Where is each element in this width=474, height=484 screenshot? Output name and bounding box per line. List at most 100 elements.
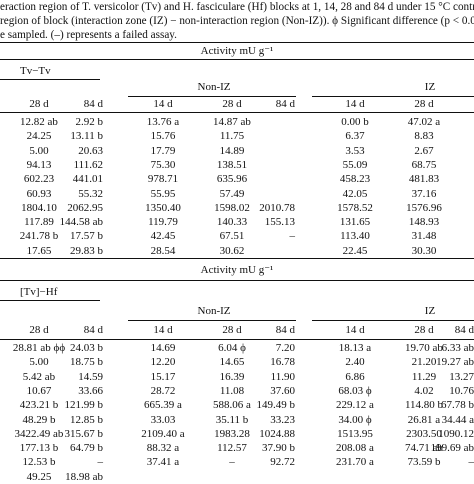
column-header: 14 d (345, 323, 364, 337)
table-cell: 55.32 (78, 187, 103, 201)
table-cell: 75.30 (151, 158, 176, 172)
table-cell: 14.69 (151, 341, 176, 355)
table-cell: 117.89 (24, 215, 54, 229)
table-cell: 34.44 a (442, 413, 474, 427)
group-label-tv-tv: Tv−Tv (20, 64, 51, 78)
table-cell: 10.76 (449, 384, 474, 398)
column-header: 28 d (29, 97, 48, 111)
table-cell: 7.20 (276, 341, 295, 355)
table-cell: 68.75 (412, 158, 437, 172)
table-cell: 8.83 (414, 129, 433, 143)
table-cell: 11.75 (220, 129, 244, 143)
section1-header-rule (0, 59, 474, 60)
table-cell: 28.54 (151, 244, 176, 258)
table-cell: 119.79 (148, 215, 178, 229)
table-cell: 19.27 ab (436, 355, 474, 369)
group-underline-non-iz-2 (128, 320, 296, 321)
top-rule (0, 42, 474, 43)
table-cell: 18.13 a (339, 341, 371, 355)
table-cell: 67.51 (220, 229, 245, 243)
table-cell: 73.59 b (408, 455, 441, 469)
table-cell: 88.32 a (147, 441, 179, 455)
table-cell: 18.98 ab (65, 470, 103, 484)
table-caption: eraction region of T. versicolor (Tv) an… (0, 0, 474, 42)
table-cell: 42.05 (343, 187, 368, 201)
table-cell: 15.76 (151, 129, 176, 143)
column-header: 84 d (455, 323, 474, 337)
table-cell: 12.85 b (70, 413, 103, 427)
table-cell: 26.81 a (408, 413, 440, 427)
table-cell: 24.25 (27, 129, 52, 143)
table-cell: 11.29 (412, 370, 436, 384)
table-cell: 48.29 b (23, 413, 56, 427)
table-cell: 16.78 (270, 355, 295, 369)
column-header: 28 d (414, 323, 433, 337)
table-cell: 55.09 (343, 158, 368, 172)
table-cell: 140.33 (217, 215, 247, 229)
table-cell: 144.58 ab (60, 215, 103, 229)
table-cell: 665.39 a (144, 398, 182, 412)
table-cell: 17.79 (151, 144, 176, 158)
table-cell: 14.59 (78, 370, 103, 384)
column-header: 28 d (222, 97, 241, 111)
table-cell: 57.49 (220, 187, 245, 201)
table-cell: 6.04 ϕ (218, 341, 246, 355)
table-cell: 17.57 b (70, 229, 103, 243)
table-cell: 1513.95 (337, 427, 373, 441)
table-cell: 1024.88 (259, 427, 295, 441)
table-cell: 35.11 b (216, 413, 249, 427)
table-cell: 112.57 (217, 441, 247, 455)
table-cell: 94.13 (27, 158, 52, 172)
caption-line-3: e sampled. (–) represents a failed assay… (0, 28, 474, 42)
table-cell: 21.20 (412, 355, 437, 369)
column-header: 84 d (84, 323, 103, 337)
table-cell: 6.86 (345, 370, 364, 384)
table-cell: 14.89 (220, 144, 245, 158)
table-cell: 92.72 (270, 455, 295, 469)
table-cell: 1576.96 (406, 201, 442, 215)
table-cell: 481.83 (409, 172, 439, 186)
table-cell: 148.93 (409, 215, 439, 229)
column-header: 84 d (276, 97, 295, 111)
table-cell: 17.65 (27, 244, 52, 258)
column-header: 28 d (29, 323, 48, 337)
table-cell: 13.11 b (70, 129, 103, 143)
table-cell: 241.78 b (20, 229, 59, 243)
table-cell: 635.96 (217, 172, 247, 186)
group-underline-tv-hf (0, 300, 100, 301)
column-header: 28 d (414, 97, 433, 111)
table-cell: 231.70 a (336, 455, 374, 469)
table-cell: 30.30 (412, 244, 437, 258)
table-cell: 11.90 (271, 370, 295, 384)
table-cell: 28.81 ab ϕϕ (13, 341, 65, 355)
table-cell: 37.60 (270, 384, 295, 398)
table-cell: 1598.02 (214, 201, 250, 215)
section2-column-rule (0, 339, 474, 340)
table-cell: 588.06 a (213, 398, 251, 412)
table-cell: 978.71 (148, 172, 178, 186)
activity-header-1: Activity mU g⁻¹ (201, 44, 274, 58)
table-cell: 458.23 (340, 172, 370, 186)
table-cell: 16.39 (220, 370, 245, 384)
table-cell: 5.00 (29, 355, 48, 369)
table-cell: 149.49 b (257, 398, 296, 412)
table-cell: 10.67 (27, 384, 52, 398)
table-cell: 47.02 a (408, 115, 440, 129)
table-cell: 18.75 b (70, 355, 103, 369)
table-cell: 155.13 (265, 215, 295, 229)
table-cell: 24.03 b (70, 341, 103, 355)
group-label-non-iz-2: Non-IZ (198, 304, 231, 318)
table-cell: 49.25 (27, 470, 52, 484)
table-cell: 11.08 (220, 384, 244, 398)
table-cell: – (98, 455, 104, 469)
table-cell: 2.92 b (76, 115, 104, 129)
table-cell: 3422.49 ab (15, 427, 64, 441)
table-cell: 14.65 (220, 355, 245, 369)
table-cell: 22.45 (343, 244, 368, 258)
table-cell: 20.63 (78, 144, 103, 158)
group-underline-iz-2 (312, 320, 474, 321)
table-cell: 602.23 (24, 172, 54, 186)
table-cell: 12.53 b (23, 455, 56, 469)
group-label-iz-2: IZ (425, 304, 435, 318)
group-label-tv-hf: [Tv]−Hf (20, 285, 57, 299)
